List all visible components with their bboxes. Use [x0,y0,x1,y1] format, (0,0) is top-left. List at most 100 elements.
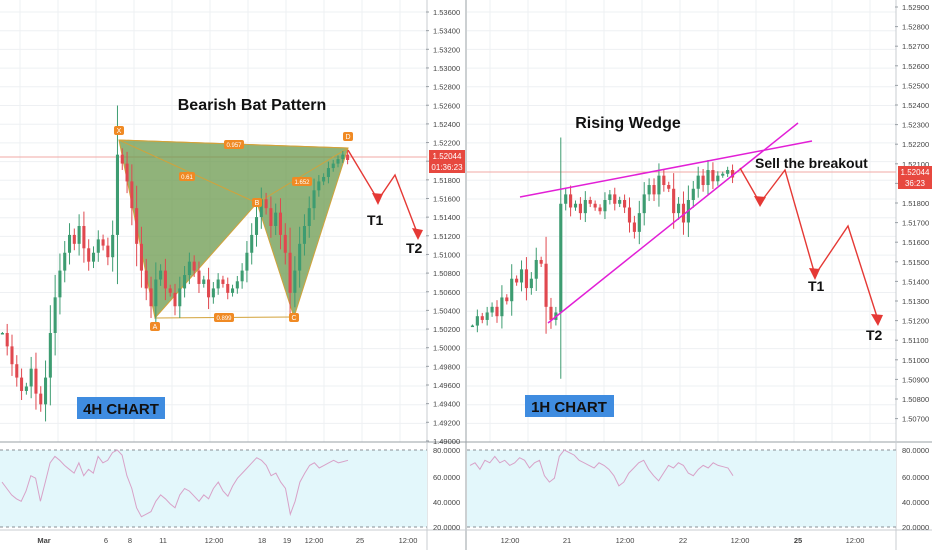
right-t1-arrowhead [809,268,820,280]
candle-body [202,279,206,284]
candle-body [231,288,235,293]
price-axis-label: 1.52500 [902,81,929,90]
candle-body [144,270,148,289]
candle-body [642,194,646,214]
candle-body [135,208,139,244]
candle-body [159,270,163,280]
candle-body [96,239,100,253]
candle-body [163,270,167,289]
point-b-box [252,198,262,207]
wedge-lower-line [547,122,799,324]
left-price-tag-text: 1.52044 [433,152,462,161]
time-axis-label: 18 [258,536,266,545]
sell-breakout-annotation: Sell the breakout [755,155,868,171]
candle-body [632,222,636,232]
rsi-axis-label: 60.0000 [902,473,929,482]
candle-body [58,270,62,298]
left-chart-title: Bearish Bat Pattern [178,97,327,114]
price-axis-label: 1.49600 [433,381,460,390]
right-target-t1: T1 [808,278,825,294]
rsi-axis-label: 20.0000 [902,523,929,532]
time-axis-label: 21 [563,536,571,545]
price-axis-label: 1.51000 [433,250,460,259]
candle-body [317,181,321,191]
candle-body [111,234,115,258]
candle-body [139,243,143,271]
left-projection-arrow [347,149,419,236]
candle-body [183,275,187,289]
right-dip-arrowhead [754,196,766,207]
candle-body [510,278,514,302]
time-axis-label: 25 [356,536,364,545]
price-axis-label: 1.51800 [433,176,460,185]
candle-body [259,199,263,218]
candle-body [608,194,612,201]
candle-body [706,170,710,186]
price-axis-label: 1.52600 [433,101,460,110]
price-axis-label: 1.51400 [902,277,929,286]
time-axis-label: 12:00 [731,536,750,545]
candle-body [39,393,43,405]
price-axis-label: 1.51200 [433,232,460,241]
candle-body [485,312,489,320]
candle-body [623,200,627,208]
candle-body [245,252,249,271]
price-axis-label: 1.52100 [902,160,929,169]
left-countdown-tag [429,162,465,173]
candle-body [593,203,597,208]
price-axis-label: 1.52300 [902,121,929,130]
rsi-axis-label: 20.0000 [433,523,460,532]
candle-body [197,270,201,284]
price-axis-label: 1.49800 [433,362,460,371]
price-axis-label: 1.51000 [902,356,929,365]
candle-body [269,208,273,226]
candle-body [283,234,287,253]
price-axis-label: 1.51600 [902,238,929,247]
candle-body [681,203,686,223]
price-axis-label: 1.50800 [902,395,929,404]
candle-body [519,269,524,283]
candle-body [101,239,105,246]
bat-bd-line [256,147,349,204]
right-rsi-line [469,449,734,487]
point-c-box [289,313,299,322]
candle-body [322,176,326,182]
candle-body [475,316,479,326]
candle-body [106,245,110,258]
price-axis-label: 1.51400 [433,213,460,222]
ratio-xb-label: 0.61 [181,175,193,181]
right-price-axis: 1.52900 1.52800 1.52700 1.52600 1.52500 1.524… [895,3,929,424]
price-axis-label: 1.52400 [433,120,460,129]
price-axis-label: 1.49000 [433,437,460,446]
candle-body [221,279,225,284]
point-c-label: C [291,315,296,322]
price-axis-label: 1.51100 [902,336,929,345]
candle-body [588,200,592,204]
candle-body [583,200,587,214]
ratio-ac-box [214,313,234,322]
time-axis-label: 12:00 [846,536,865,545]
right-price-tag-text: 1.52044 [901,168,930,177]
rsi-axis-label: 80.0000 [902,446,929,455]
price-axis-label: 1.51200 [902,317,929,326]
ratio-ac-label: 0.899 [216,316,232,322]
time-axis-label: 11 [159,536,167,545]
left-target-t2: T2 [406,240,423,256]
candle-body [529,278,533,289]
candle-body [573,203,578,208]
candle-body [569,194,573,208]
left-timeframe-label: 4H CHART [83,401,159,418]
candle-body [240,270,244,282]
candle-body [627,207,632,223]
candle-body [29,368,33,387]
bat-ratio-labels: 0.957 0.61 1.652 0.899 [179,140,312,322]
price-axis-label: 1.51700 [902,219,929,228]
candle-body [298,243,302,271]
candle-body [302,226,306,244]
candle-body [657,175,661,195]
time-axis-label: 12:00 [616,536,635,545]
candle-body [578,203,582,214]
candle-body [211,288,215,298]
left-timeframe-badge [77,397,165,419]
